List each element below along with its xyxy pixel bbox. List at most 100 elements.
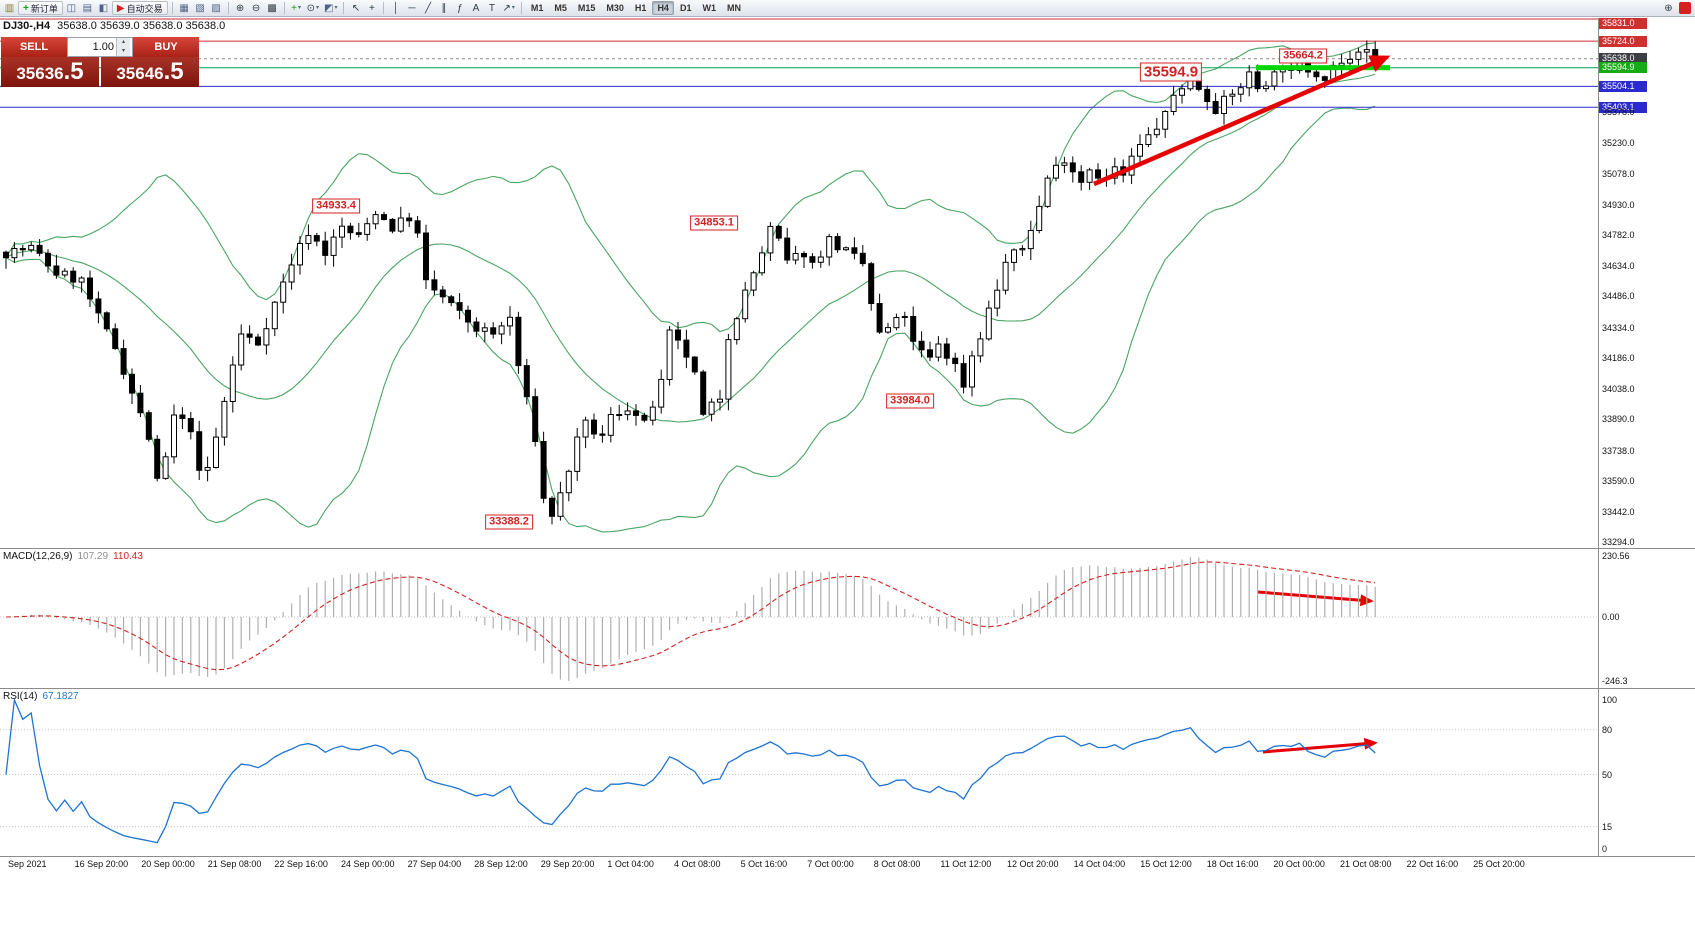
rsi-value: 67.1827 [42,691,79,702]
macd-value: 107.29 [77,551,109,562]
candle-body [70,270,77,283]
candle-body [3,251,9,259]
candle-body [666,329,673,380]
candle-body [1044,177,1051,207]
candle-body [507,316,513,327]
macd-name: MACD(12,26,9) [3,551,73,562]
candle-body [1355,51,1362,60]
timeframe-m30[interactable]: M30 [606,3,624,13]
grid-icon[interactable]: ▩ [267,2,277,14]
candle-body [36,244,43,254]
autotrading-button[interactable]: ▶ 自动交易 [111,1,168,15]
sell-price-main: 35636 [16,64,64,83]
candle-body [742,289,749,320]
timeframe-m5[interactable]: M5 [554,3,567,13]
bollinger-lower-band [5,105,1376,533]
sell-price[interactable]: 35636.5 [1,57,99,87]
timeframe-m1[interactable]: M1 [530,3,544,13]
vertical-line-icon[interactable]: │ [392,2,400,14]
text-icon[interactable]: A [472,2,480,14]
zoom-out-icon[interactable]: ⊖ [251,2,261,14]
candle-body [607,414,614,436]
candle-body [523,365,530,398]
cascade-windows-icon[interactable]: ▧ [195,2,205,14]
channel-icon[interactable]: ∥ [441,2,447,14]
candle-body [801,253,807,258]
candle-body [784,237,791,261]
candle-body [129,373,135,394]
candle-body [347,225,354,234]
candle-body [1254,71,1261,90]
candle-body [439,289,446,298]
volume-input[interactable] [68,38,116,56]
buy-price[interactable]: 35646.5 [101,57,199,87]
candle-body [792,253,799,261]
candle-body [1204,88,1211,103]
candle-body [725,339,732,400]
candle-body [87,277,93,300]
horizontal-line-icon[interactable]: ─ [408,2,416,14]
periods-icon[interactable]: ⊙ ▾ [306,2,319,14]
candle-body [591,419,597,435]
timeframe-h4[interactable]: H4 [652,1,674,15]
buy-button[interactable]: BUY [133,37,199,57]
trendline-icon[interactable]: ╱ [424,2,431,14]
candle-body [456,302,463,311]
candle-body [145,412,152,440]
candle-body [490,327,497,335]
volume-down-button[interactable]: ▾ [117,47,130,56]
navigator-icon[interactable]: ◧ [98,2,109,14]
support-band [1256,65,1390,71]
candle-body [1179,88,1185,96]
candle-body [305,235,312,245]
candle-body [817,256,824,263]
zoom-in-icon[interactable]: ⊕ [235,2,245,14]
candle-body [162,456,169,479]
candle-body [313,235,320,242]
timeframe-d1[interactable]: D1 [679,3,692,13]
search-icon[interactable]: ⊕ [1664,2,1673,14]
toolbar-separator [227,2,229,14]
candle-body [809,256,816,263]
fibonacci-icon[interactable]: ƒ [457,2,463,14]
candle-body [103,312,110,330]
candle-body [952,357,959,365]
macd-indicator-label: MACD(12,26,9) 107.29 110.43 [3,551,143,562]
volume-up-button[interactable]: ▴ [117,38,130,47]
cursor-icon[interactable]: ↖ [351,2,361,14]
chart-profiles-icon[interactable]: ◫ [66,2,77,14]
candle-body [1212,101,1219,114]
candle-body [11,248,18,259]
time-axis[interactable] [0,857,1598,875]
timeframe-h1[interactable]: H1 [634,3,647,13]
candle-body [767,225,774,254]
new-chart-icon[interactable]: ▥ [4,2,15,14]
timeframe-m15[interactable]: M15 [577,3,596,13]
arrows-tool-icon[interactable]: ↗ ▾ [502,2,515,14]
tile-windows-icon[interactable]: ▦ [179,2,189,14]
indicators-add-icon[interactable]: + ▾ [291,2,301,14]
templates-icon[interactable]: ◩ ▾ [323,2,338,14]
candle-body [826,236,833,258]
sell-price-fraction: .5 [63,58,84,85]
trade-panel-price-row: 35636.5 35646.5 [1,57,199,87]
candle-body [221,400,228,438]
new-order-button[interactable]: + 新订单 [18,1,63,15]
crosshair-icon[interactable]: + [369,2,375,14]
timeframe-w1[interactable]: W1 [702,3,716,13]
market-watch-icon[interactable]: ▤ [82,2,93,14]
arrange-windows-icon[interactable]: ▨ [211,2,221,14]
textbox-icon[interactable]: T [488,2,495,14]
price-axis[interactable] [1598,18,1695,856]
alert-badge[interactable] [1679,2,1691,14]
candle-body [53,265,60,276]
volume-spinner: ▴ ▾ [116,38,130,56]
timeframe-mn[interactable]: MN [726,3,741,13]
candle-body [406,217,413,222]
candle-body [389,218,396,232]
candle-body [204,467,211,471]
trend-arrow-macd [1257,590,1374,607]
sell-button[interactable]: SELL [1,37,67,57]
